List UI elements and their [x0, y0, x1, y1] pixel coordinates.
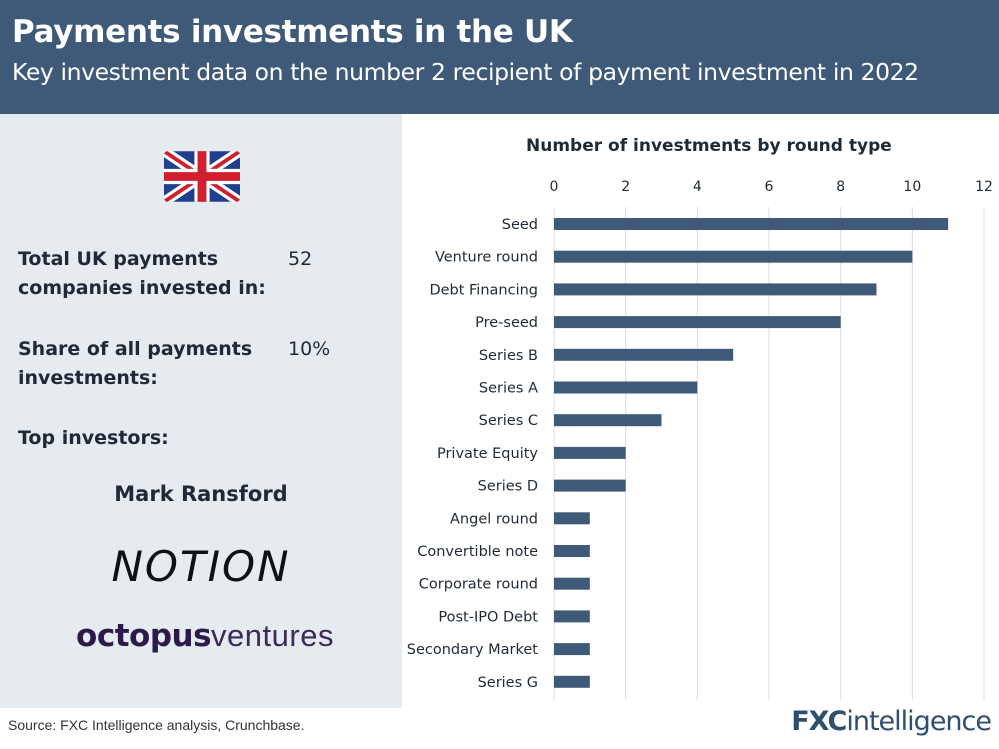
stats-panel: Total UK payments companies invested in:… — [0, 114, 402, 708]
bar — [554, 348, 734, 361]
bar — [554, 610, 590, 623]
x-tick-label: 0 — [550, 179, 559, 195]
top-investors-label: Top investors: — [18, 427, 169, 449]
category-label: Seed — [502, 217, 538, 233]
category-label: Private Equity — [437, 446, 538, 462]
total-companies-value: 52 — [288, 248, 313, 270]
source-note: Source: FXC Intelligence analysis, Crunc… — [8, 717, 305, 733]
category-label: Secondary Market — [407, 642, 539, 658]
category-label: Series D — [478, 479, 538, 495]
total-companies-label-line1: Total UK payments — [18, 248, 219, 270]
octopus-ventures-logo: octopusventures — [0, 618, 410, 654]
x-tick-label: 6 — [765, 179, 774, 195]
bar — [554, 414, 662, 427]
bar — [554, 643, 590, 656]
bar — [554, 283, 877, 296]
ventures-logo-word: ventures — [211, 618, 334, 653]
total-companies-label-line2: companies invested in: — [18, 277, 266, 299]
bar-chart: 0 2 4 6 8 10 12 Seed Venture round Debt Financing… — [407, 179, 993, 700]
x-tick-label: 10 — [903, 179, 921, 195]
category-label: Angel round — [450, 511, 538, 527]
bar — [554, 479, 626, 492]
brand-logo-rest: intelligence — [846, 706, 992, 737]
notion-logo: NOTION — [111, 542, 291, 591]
bar — [554, 675, 590, 688]
category-label: Post-IPO Debt — [438, 609, 538, 625]
x-tick-label: 12 — [975, 179, 993, 195]
page-title: Payments investments in the UK — [12, 14, 573, 50]
chart-title: Number of investments by round type — [526, 136, 892, 156]
brand-logo-bold: FXC — [791, 706, 847, 737]
bar — [554, 316, 841, 329]
total-companies-label: Total UK payments companies invested in: — [18, 245, 273, 303]
share-value: 10% — [288, 338, 331, 360]
category-label: Pre-seed — [475, 315, 538, 331]
header-banner: Payments investments in the UK Key inves… — [0, 0, 999, 114]
bar — [554, 218, 949, 230]
share-label-line2: investments: — [18, 367, 158, 389]
bar — [554, 545, 590, 557]
page-subtitle: Key investment data on the number 2 reci… — [12, 58, 919, 86]
x-tick-label: 4 — [693, 179, 702, 195]
bar — [554, 250, 913, 263]
category-label: Series B — [479, 348, 538, 364]
category-label: Venture round — [435, 250, 538, 266]
bar — [554, 512, 590, 525]
octopus-logo-word: octopus — [76, 618, 212, 654]
category-label: Series G — [478, 675, 538, 691]
x-tick-label: 2 — [621, 179, 630, 195]
category-label: Corporate round — [419, 577, 538, 593]
category-label: Debt Financing — [429, 282, 538, 298]
share-label: Share of all payments investments: — [18, 335, 273, 393]
bar — [554, 381, 698, 394]
x-tick-label: 8 — [836, 179, 845, 195]
fxc-intelligence-logo: FXCintelligence — [791, 706, 992, 737]
bar — [554, 446, 626, 459]
chart-panel: Number of investments by round type 0 2 4 6… — [402, 114, 999, 708]
share-label-line1: Share of all payments — [18, 338, 253, 360]
category-label: Convertible note — [417, 544, 538, 560]
bar — [554, 577, 590, 590]
category-label: Series A — [479, 381, 538, 397]
uk-flag-icon — [164, 151, 240, 202]
category-label: Series C — [479, 413, 538, 429]
investor-mark-ransford: Mark Ransford — [114, 482, 288, 506]
